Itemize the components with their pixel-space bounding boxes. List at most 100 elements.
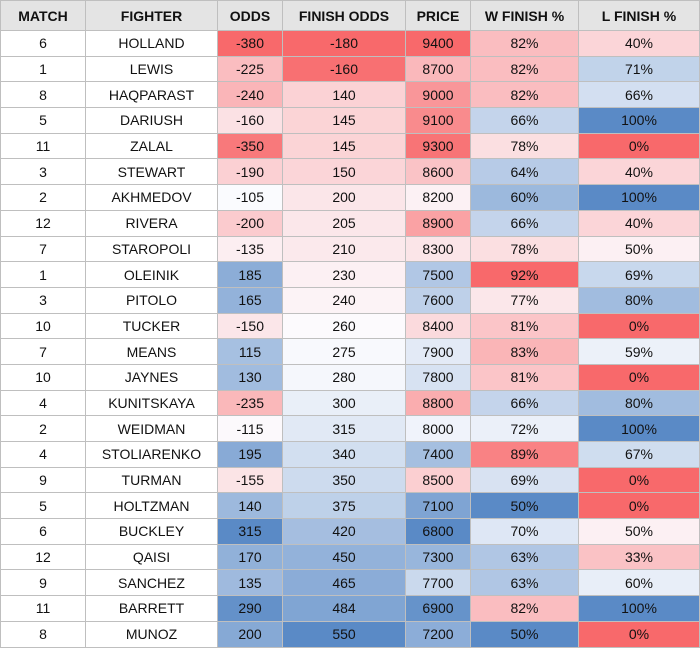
table-cell: OLEINIK [85,261,218,288]
table-cell: 165 [217,286,283,314]
table-cell: 8 [0,620,86,648]
table-cell: DARIUSH [85,107,218,134]
table-cell: 7300 [405,543,471,571]
table-cell: -350 [217,132,283,160]
table-cell: 375 [282,492,406,520]
table-row: 8 HAQPARAST -240 140 9000 82% 66% [0,81,700,109]
column-header: L FINISH % [578,0,700,31]
table-cell: 8300 [405,235,471,263]
table-row: 7 STAROPOLI -135 210 8300 78% 50% [0,235,700,263]
table-cell: QAISI [85,543,218,571]
table-cell: 80% [578,389,700,417]
table-cell: 70% [470,518,579,545]
table-row: 7 MEANS 115 275 7900 83% 59% [0,338,700,365]
table-cell: 9100 [405,107,471,134]
table-cell: 5 [0,107,86,134]
table-cell: TURMAN [85,466,218,494]
column-header: W FINISH % [470,0,579,31]
table-cell: 170 [217,543,283,571]
table-cell: MUNOZ [85,620,218,648]
table-cell: -150 [217,312,283,340]
table-cell: MEANS [85,338,218,365]
table-cell: 89% [470,441,579,468]
table-cell: -200 [217,209,283,237]
table-cell: 92% [470,261,579,288]
table-cell: 315 [217,518,283,545]
table-cell: 83% [470,338,579,365]
table-cell: 7200 [405,620,471,648]
table-cell: 7600 [405,286,471,314]
table-cell: 135 [217,569,283,597]
table-cell: 7900 [405,338,471,365]
table-cell: -160 [217,107,283,134]
table-cell: 200 [282,184,406,211]
table-cell: 81% [470,363,579,391]
table-cell: 260 [282,312,406,340]
table-cell: BARRETT [85,595,218,622]
table-row: 4 KUNITSKAYA -235 300 8800 66% 80% [0,389,700,417]
table-cell: 69% [578,261,700,288]
table-cell: 0% [578,312,700,340]
table-cell: 11 [0,132,86,160]
table-cell: 64% [470,158,579,186]
table-cell: 0% [578,620,700,648]
table-cell: KUNITSKAYA [85,389,218,417]
table-cell: 7500 [405,261,471,288]
table-cell: 50% [578,518,700,545]
table-cell: 78% [470,132,579,160]
table-cell: -105 [217,184,283,211]
table-cell: 66% [470,107,579,134]
table-cell: 6 [0,30,86,57]
table-cell: 2 [0,184,86,211]
table-cell: 230 [282,261,406,288]
table-cell: BUCKLEY [85,518,218,545]
table-cell: 115 [217,338,283,365]
table-cell: -225 [217,55,283,83]
table-cell: WEIDMAN [85,415,218,442]
table-cell: 12 [0,209,86,237]
table-cell: 63% [470,543,579,571]
table-cell: 78% [470,235,579,263]
table-cell: 50% [470,492,579,520]
table-row: 10 JAYNES 130 280 7800 81% 0% [0,363,700,391]
table-cell: 4 [0,441,86,468]
table-cell: 1 [0,55,86,83]
table-row: 11 ZALAL -350 145 9300 78% 0% [0,132,700,160]
table-cell: 100% [578,107,700,134]
table-cell: 66% [470,389,579,417]
table-cell: 100% [578,415,700,442]
table-cell: 7 [0,338,86,365]
table-cell: 8800 [405,389,471,417]
table-cell: 350 [282,466,406,494]
table-cell: 8200 [405,184,471,211]
table-cell: 6800 [405,518,471,545]
table-cell: 0% [578,363,700,391]
table-cell: JAYNES [85,363,218,391]
table-cell: 484 [282,595,406,622]
table-cell: 60% [578,569,700,597]
table-cell: 11 [0,595,86,622]
table-cell: 550 [282,620,406,648]
table-cell: -135 [217,235,283,263]
table-cell: 7100 [405,492,471,520]
table-cell: 82% [470,81,579,109]
table-cell: HOLLAND [85,30,218,57]
table-cell: 6900 [405,595,471,622]
table-cell: 9 [0,466,86,494]
table-cell: 66% [470,209,579,237]
table-cell: 40% [578,30,700,57]
table-cell: 82% [470,595,579,622]
table-cell: 8900 [405,209,471,237]
table-cell: 290 [217,595,283,622]
table-cell: -155 [217,466,283,494]
table-cell: 205 [282,209,406,237]
table-cell: 77% [470,286,579,314]
table-row: 1 LEWIS -225 -160 8700 82% 71% [0,55,700,83]
table-cell: 300 [282,389,406,417]
table-row: 6 BUCKLEY 315 420 6800 70% 50% [0,518,700,545]
table-cell: 72% [470,415,579,442]
table-cell: 71% [578,55,700,83]
table-cell: 1 [0,261,86,288]
table-cell: -235 [217,389,283,417]
table-cell: 82% [470,55,579,83]
